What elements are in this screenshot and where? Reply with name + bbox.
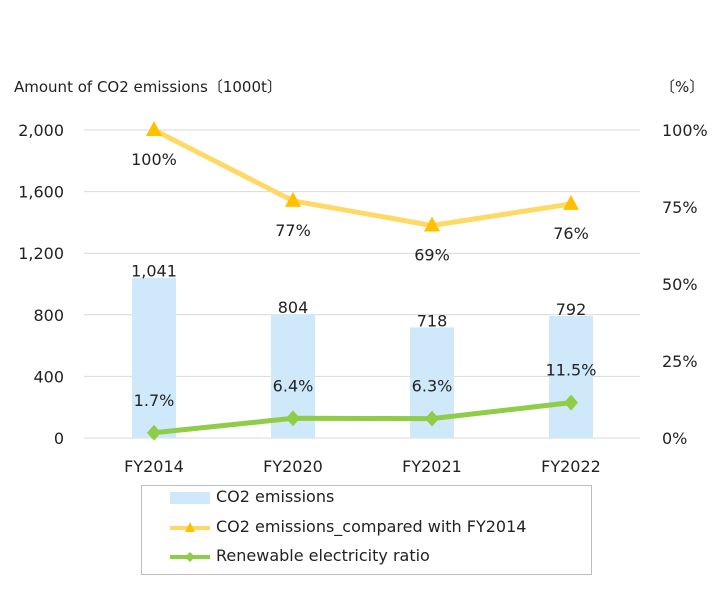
line-data-label: 69% (414, 245, 450, 264)
diamond-marker (425, 410, 439, 427)
triangle-marker (146, 121, 162, 136)
legend-label: Renewable electricity ratio (216, 546, 430, 565)
legend-label: CO2 emissions_compared with FY2014 (216, 517, 527, 536)
triangle-marker (285, 191, 301, 207)
category-tick-label: FY2014 (124, 457, 184, 476)
line-data-label: 77% (275, 221, 311, 240)
left-axis-title: Amount of CO2 emissions〔1000t〕 (14, 78, 282, 96)
line-series (146, 121, 579, 441)
bar-data-label: 718 (417, 311, 448, 330)
bar-data-label: 1,041 (131, 262, 177, 281)
right-tick-label: 100% (662, 121, 708, 140)
legend-item-renewable-ratio: Renewable electricity ratio (142, 545, 591, 569)
legend-swatch-triangle-line (170, 522, 210, 532)
line-data-label: 76% (553, 224, 589, 243)
triangle-marker (424, 216, 440, 232)
line-data-label: 1.7% (134, 391, 175, 410)
legend-swatch-bar (170, 492, 210, 504)
category-axis-ticks: FY2014 FY2020 FY2021 FY2022 (124, 457, 601, 476)
triangle-marker (563, 194, 579, 210)
data-labels: 1,041 804 718 792 100% 77% 69% 76% 1.7% 6.4% 6.3% 1… (131, 150, 596, 410)
category-tick-label: FY2022 (541, 457, 601, 476)
left-tick-label: 400 (33, 367, 64, 386)
diamond-marker (147, 424, 161, 441)
right-tick-label: 25% (662, 352, 698, 371)
right-tick-label: 75% (662, 198, 698, 217)
left-tick-label: 1,200 (18, 244, 64, 263)
bar (549, 316, 593, 438)
line-data-label: 11.5% (546, 361, 597, 380)
bar-data-label: 804 (278, 298, 309, 317)
legend: CO2 emissions CO2 emissions_compared wit… (141, 485, 592, 575)
line-data-label: 6.4% (273, 376, 314, 395)
line-data-label: 100% (131, 150, 177, 169)
right-axis-title: 〔%〕 (660, 78, 704, 96)
legend-item-co2-compared: CO2 emissions_compared with FY2014 (142, 516, 591, 540)
series-line-renewable-ratio (153, 400, 572, 436)
legend-item-co2-emissions: CO2 emissions (142, 486, 591, 510)
left-tick-label: 800 (33, 306, 64, 325)
category-tick-label: FY2020 (263, 457, 323, 476)
bar-data-label: 792 (556, 300, 587, 319)
left-tick-label: 2,000 (18, 121, 64, 140)
left-tick-label: 0 (54, 429, 64, 448)
line-data-label: 6.3% (412, 377, 453, 396)
left-tick-label: 1,600 (18, 183, 64, 202)
left-axis-ticks: 2,000 1,600 1,200 800 400 0 (18, 121, 64, 448)
diamond-marker (564, 394, 578, 411)
gridlines (84, 129, 640, 439)
right-tick-label: 0% (662, 429, 687, 448)
right-tick-label: 50% (662, 275, 698, 294)
diamond-marker (286, 410, 300, 427)
category-tick-label: FY2021 (402, 457, 462, 476)
bar (132, 277, 176, 438)
bar-series (132, 277, 593, 438)
legend-label: CO2 emissions (216, 487, 335, 506)
series-line-co2-compared (152, 127, 572, 228)
legend-swatch-diamond-line (170, 552, 210, 562)
right-axis-ticks: 100% 75% 50% 25% 0% (662, 121, 708, 448)
